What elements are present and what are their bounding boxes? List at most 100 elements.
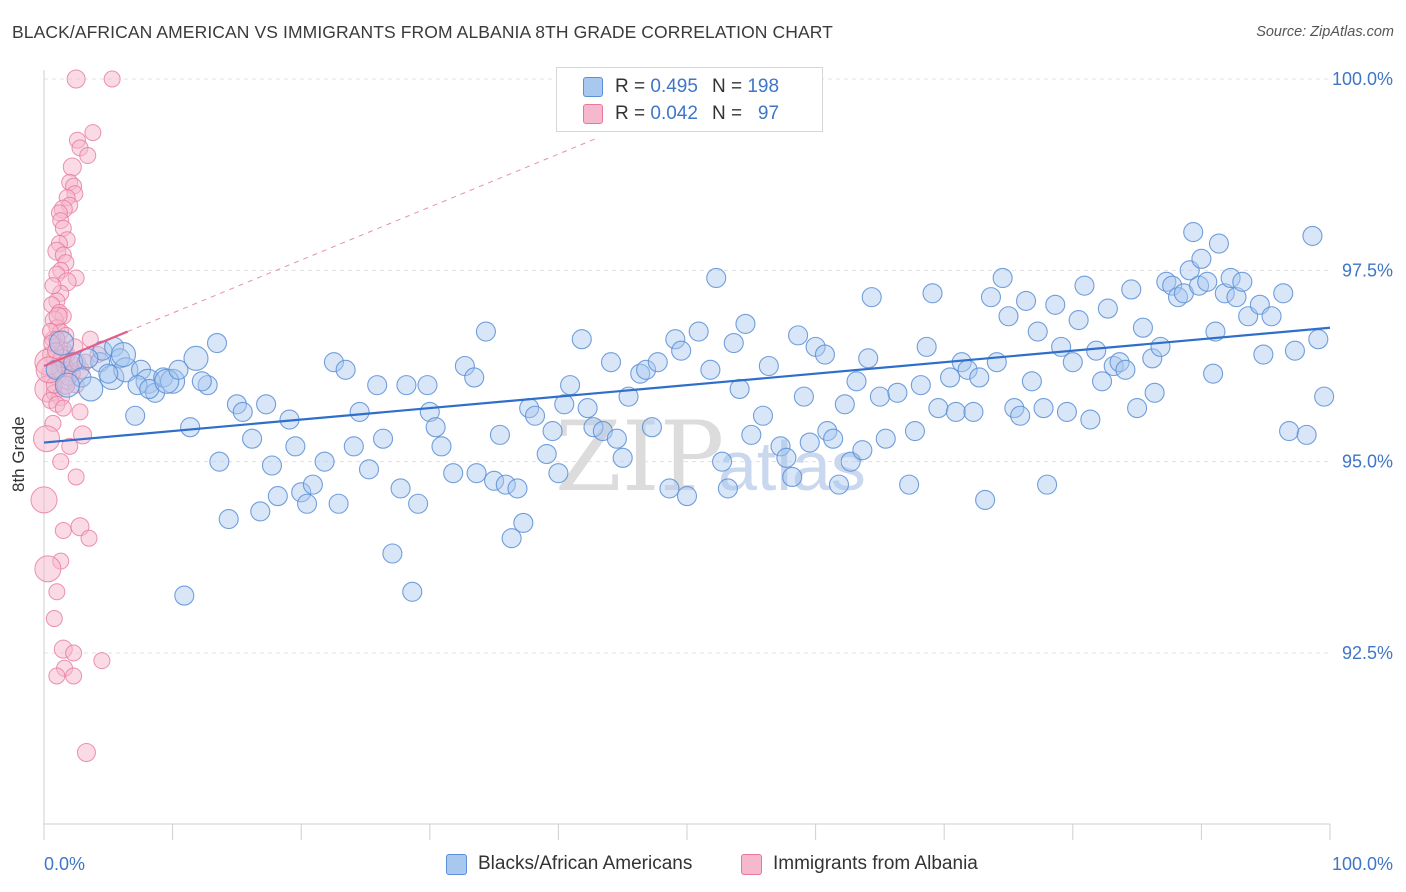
black-point <box>542 421 563 442</box>
series-albania-points <box>30 69 121 762</box>
black-point <box>267 486 288 507</box>
albania-point <box>44 277 62 295</box>
black-point <box>139 378 160 400</box>
black-point <box>671 340 692 361</box>
black-point <box>1074 275 1095 296</box>
black-point <box>489 424 510 445</box>
black-point <box>706 267 727 289</box>
black-point <box>688 321 709 342</box>
black-point <box>1167 287 1189 308</box>
chart-title: BLACK/AFRICAN AMERICAN VS IMMIGRANTS FRO… <box>12 22 833 42</box>
black-point <box>606 428 627 449</box>
albania-point <box>71 403 89 421</box>
albania-point <box>67 468 85 486</box>
albania-point <box>66 69 86 89</box>
black-point <box>852 440 873 461</box>
black-point <box>1191 248 1212 269</box>
black-point <box>814 344 836 365</box>
black-point <box>464 367 485 388</box>
black-point <box>828 474 850 495</box>
black-point <box>328 493 349 514</box>
black-point <box>1232 271 1253 292</box>
y-tick-label: 100.0% <box>1332 69 1393 89</box>
black-point <box>676 486 698 507</box>
y-axis-label: 8th Grade <box>9 416 28 492</box>
black-point <box>1037 474 1058 495</box>
gridlines <box>44 78 1330 654</box>
black-point <box>945 401 966 422</box>
black-point <box>799 432 820 453</box>
albania-point <box>52 453 70 471</box>
black-point <box>1033 398 1054 419</box>
black-point <box>1115 359 1136 380</box>
y-tick-label: 95.0% <box>1342 452 1393 472</box>
black-point <box>1062 352 1083 373</box>
black-point <box>78 348 99 369</box>
legend-r-label: R = <box>615 76 646 97</box>
albania-point <box>61 437 79 455</box>
albania-point <box>62 157 82 177</box>
black-point <box>349 401 370 422</box>
black-point <box>48 330 75 356</box>
black-point <box>1103 355 1124 377</box>
albania-point <box>79 147 97 165</box>
black-point <box>630 363 651 384</box>
black-trend-line <box>43 326 1331 444</box>
albania-point <box>45 610 63 628</box>
black-point <box>665 329 686 350</box>
black-point <box>554 394 575 415</box>
black-point <box>1015 290 1037 311</box>
black-point <box>729 378 750 400</box>
watermark-zip: ZIP <box>555 401 724 513</box>
black-point <box>408 493 429 514</box>
black-point <box>875 428 896 449</box>
black-point <box>168 359 189 380</box>
black-point <box>417 375 438 396</box>
black-point <box>1261 306 1282 327</box>
black-point <box>501 528 522 549</box>
black-point <box>776 447 797 468</box>
black-point <box>507 478 528 499</box>
zipatlas-watermark: ZIP atlas <box>555 401 866 513</box>
black-point <box>1226 287 1247 308</box>
black-point <box>1080 409 1101 430</box>
bottom-legend-label-black: Blacks/African Americans <box>478 853 693 874</box>
black-point <box>1045 294 1066 315</box>
legend-row-black: R = 0.495 N = 198 <box>583 75 779 99</box>
black-point <box>1203 363 1224 384</box>
legend-r-label: R = <box>615 103 646 124</box>
black-point <box>1056 401 1078 422</box>
albania-point <box>65 644 83 662</box>
legend-swatch-pink <box>583 104 603 124</box>
black-point <box>314 451 335 472</box>
black-point <box>1253 344 1274 365</box>
black-point <box>110 341 137 368</box>
tick-labels: 100.0% 97.5% 95.0% 92.5% 0.0% 100.0% <box>44 69 1393 874</box>
black-point <box>928 398 949 419</box>
y-tick-label: 97.5% <box>1342 260 1393 280</box>
black-point <box>183 345 209 371</box>
black-point <box>899 474 920 495</box>
black-point <box>197 375 218 396</box>
black-point <box>382 543 403 564</box>
black-point <box>125 405 146 426</box>
black-point <box>174 585 195 606</box>
black-point <box>425 417 446 438</box>
black-point <box>659 478 680 499</box>
black-point <box>206 332 228 354</box>
black-point <box>571 329 592 350</box>
black-point <box>1214 283 1235 304</box>
legend-row-albania: R = 0.042 N = 97 <box>583 102 779 126</box>
black-point <box>396 375 417 396</box>
black-point <box>939 367 961 388</box>
black-point <box>712 451 733 472</box>
black-point <box>1086 340 1107 361</box>
black-point <box>1021 371 1042 392</box>
black-point <box>1121 279 1142 300</box>
albania-point <box>76 353 94 371</box>
source-credit: Source: ZipAtlas.com <box>1256 24 1394 40</box>
black-point <box>1144 382 1165 403</box>
black-point <box>191 371 212 392</box>
black-point <box>302 474 323 495</box>
black-point <box>723 332 744 354</box>
